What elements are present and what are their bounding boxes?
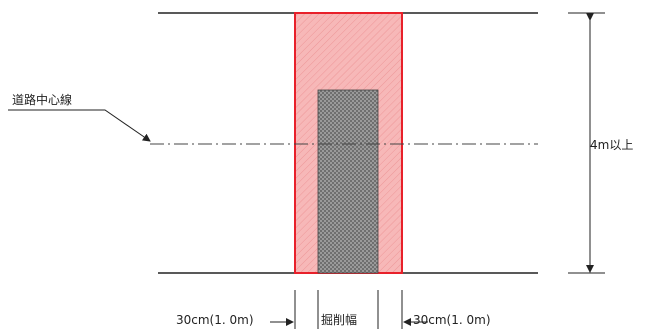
excavation-width-label: 掘削幅 bbox=[321, 313, 358, 327]
right-offset-label: 30cm(1. 0m) bbox=[413, 313, 491, 327]
trench bbox=[317, 89, 379, 274]
center-line-leader bbox=[8, 109, 151, 142]
bottom-dimension-ticks bbox=[270, 290, 428, 329]
height-dimension bbox=[568, 12, 605, 274]
road-center-line-label: 道路中心線 bbox=[12, 93, 73, 107]
left-offset-label: 30cm(1. 0m) bbox=[176, 313, 254, 327]
height-label: 4m以上 bbox=[590, 138, 634, 152]
